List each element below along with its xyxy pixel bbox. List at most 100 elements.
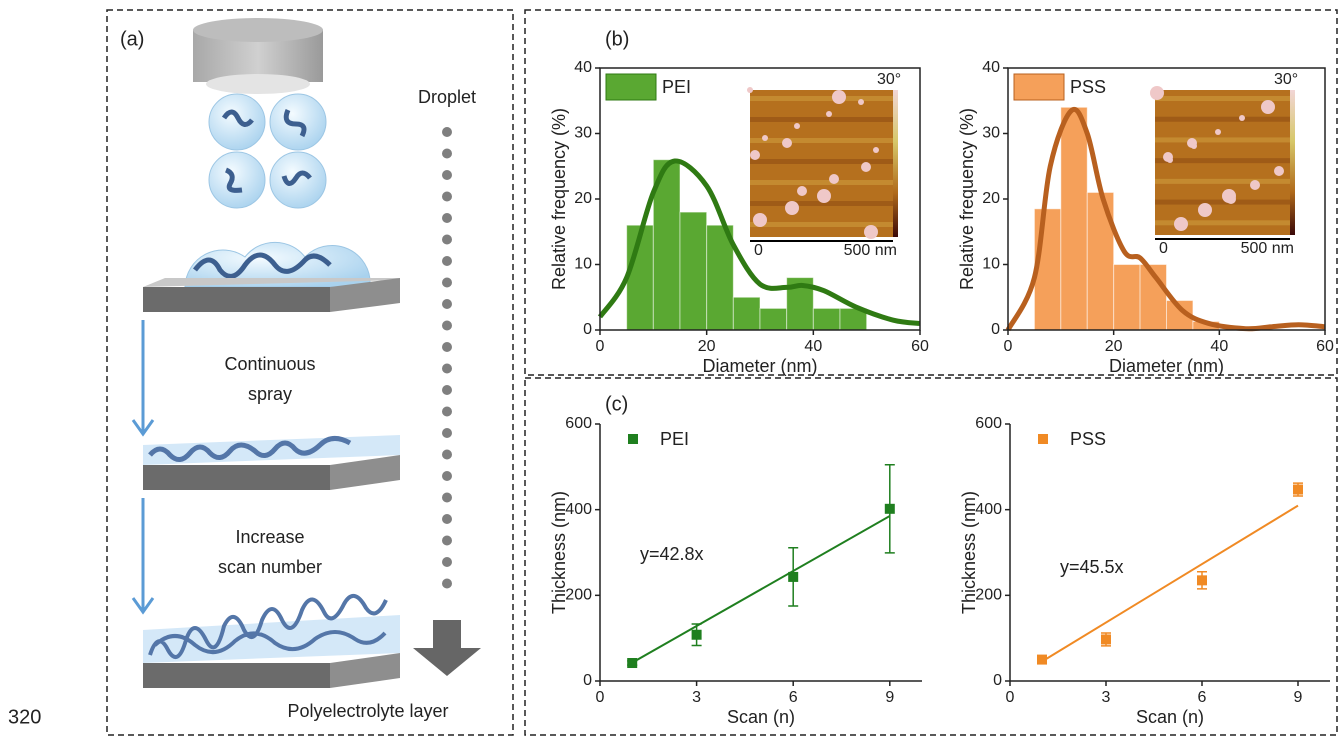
y-axis-label: Thickness (nm) — [959, 491, 979, 614]
legend-label: PSS — [1070, 77, 1106, 97]
inset-particle — [1215, 129, 1221, 135]
inset-scale-label: 30° — [1274, 71, 1298, 88]
dot — [442, 536, 452, 546]
marker — [885, 504, 895, 514]
bar — [760, 308, 787, 330]
inset-texture — [750, 96, 893, 101]
dot — [442, 192, 452, 202]
bar — [1114, 265, 1140, 331]
inset-particle — [1167, 157, 1173, 163]
y-tick-label: 200 — [975, 587, 1002, 604]
bar — [1061, 107, 1087, 330]
dot — [442, 364, 452, 374]
marker — [627, 658, 637, 668]
inset-particle — [1198, 203, 1212, 217]
y-tick-label: 600 — [565, 415, 592, 432]
dot — [442, 471, 452, 481]
x-axis-label: Scan (n) — [727, 707, 795, 727]
y-tick-label: 0 — [991, 321, 1000, 338]
legend-marker — [1038, 434, 1048, 444]
fit-line — [1042, 506, 1298, 662]
y-tick-label: 40 — [982, 59, 1000, 76]
legend-marker — [628, 434, 638, 444]
y-tick-label: 10 — [574, 256, 592, 273]
dot — [442, 235, 452, 245]
inset-particle — [1261, 100, 1275, 114]
dot — [442, 299, 452, 309]
diagram-label: Polyelectrolyte layer — [287, 701, 448, 721]
x-axis-label: Diameter (nm) — [702, 356, 817, 376]
y-tick-label: 0 — [993, 672, 1002, 689]
x-axis-label: Scan (n) — [1136, 707, 1204, 727]
y-tick-label: 400 — [975, 501, 1002, 518]
substrate — [143, 435, 400, 490]
diagram-label: spray — [248, 384, 292, 404]
dot — [442, 149, 452, 159]
inset-texture — [750, 138, 893, 143]
diagram-label: Continuous — [224, 354, 315, 374]
legend-label: PEI — [662, 77, 691, 97]
dot — [442, 278, 452, 288]
inset-particle — [864, 225, 878, 239]
dot — [442, 450, 452, 460]
inset-particle — [785, 201, 799, 215]
diagram-label: Increase — [235, 527, 304, 547]
marker — [1293, 485, 1303, 495]
y-tick-label: 0 — [583, 672, 592, 689]
page-number: 320 — [8, 706, 41, 728]
inset-x-label: 500 nm — [1241, 240, 1294, 257]
marker — [692, 630, 702, 640]
inset-particle — [794, 123, 800, 129]
y-tick-label: 200 — [565, 587, 592, 604]
dot — [442, 514, 452, 524]
dot — [442, 321, 452, 331]
inset-particle — [762, 135, 768, 141]
dot — [442, 493, 452, 503]
x-axis-label: Diameter (nm) — [1109, 356, 1224, 376]
y-tick-label: 20 — [982, 190, 1000, 207]
inset-particle — [832, 90, 846, 104]
inset-x-label: 500 nm — [844, 242, 897, 259]
dot — [442, 127, 452, 137]
diagram-label: Droplet — [418, 87, 476, 107]
spray-nozzle — [193, 18, 323, 94]
x-tick-label: 0 — [1004, 338, 1013, 355]
x-tick-label: 6 — [789, 689, 798, 706]
inset-texture — [750, 117, 893, 122]
panel-label: (a) — [120, 28, 144, 50]
dot — [442, 256, 452, 266]
y-tick-label: 20 — [574, 190, 592, 207]
inset-particle — [753, 213, 767, 227]
inset-x-label: 0 — [1159, 240, 1168, 257]
marker — [1101, 634, 1111, 644]
inset-texture — [1155, 137, 1290, 142]
inset-colorbar — [893, 90, 898, 237]
annotation: y=45.5x — [1060, 557, 1124, 577]
x-tick-label: 0 — [596, 689, 605, 706]
fit-line — [632, 516, 890, 663]
x-tick-label: 40 — [804, 338, 822, 355]
dot — [442, 428, 452, 438]
x-tick-label: 60 — [1316, 338, 1334, 355]
y-axis-label: Thickness (nm) — [549, 491, 569, 614]
panel-label: (b) — [605, 28, 629, 50]
figure: 320 (a) (b) (c) — [0, 0, 1340, 740]
dot — [442, 213, 452, 223]
inset-particle — [750, 150, 760, 160]
inset-texture — [750, 159, 893, 164]
inset-particle — [1239, 115, 1245, 121]
x-tick-label: 20 — [698, 338, 716, 355]
inset-particle — [1174, 217, 1188, 231]
droplets — [209, 94, 326, 208]
y-tick-label: 400 — [565, 501, 592, 518]
inset-texture — [1155, 158, 1290, 163]
inset-particle — [861, 162, 871, 172]
inset-particle — [829, 174, 839, 184]
bar — [733, 297, 760, 330]
inset-particle — [1250, 180, 1260, 190]
dot — [442, 170, 452, 180]
y-tick-label: 10 — [982, 256, 1000, 273]
dot — [442, 342, 452, 352]
dot — [442, 385, 452, 395]
